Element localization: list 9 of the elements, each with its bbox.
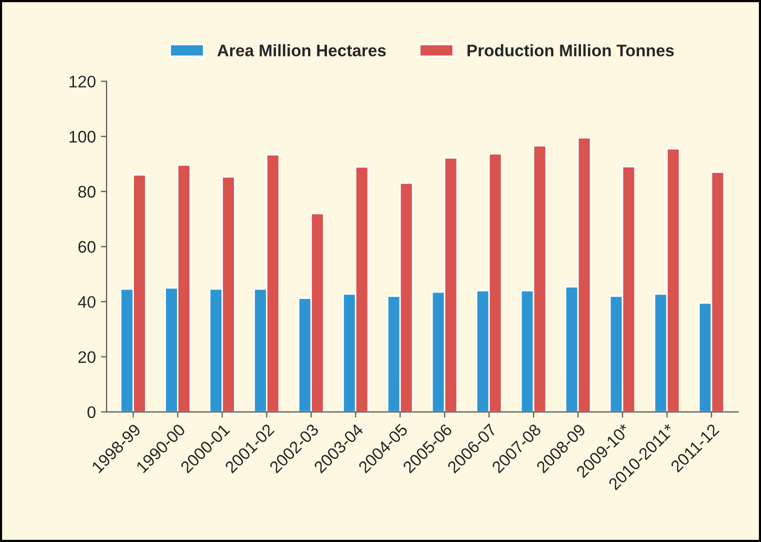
y-tick-label: 0	[88, 406, 96, 418]
y-tick-label: 80	[78, 186, 96, 198]
y-tick-label: 40	[78, 296, 96, 308]
y-tick-label: 20	[78, 351, 96, 364]
y-tick-label: 60	[78, 241, 96, 253]
y-tick-label: 120	[70, 76, 96, 88]
legend-label: Production Million Tonnes	[468, 44, 674, 56]
legend-label: Area Million Hectares	[217, 44, 386, 56]
y-tick-label: 100	[70, 130, 96, 143]
